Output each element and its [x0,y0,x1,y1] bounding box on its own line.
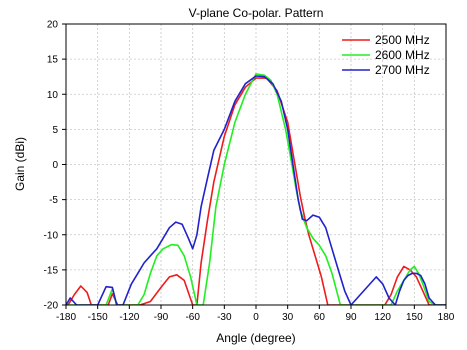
x-tick-label: 0 [253,312,259,323]
x-tick-label: 60 [314,312,326,323]
x-tick-label: -150 [88,312,108,323]
y-tick-label: -20 [44,301,59,312]
y-tick-label: -10 [44,230,59,241]
x-tick-label: 120 [374,312,391,323]
y-tick-label: 10 [47,90,59,101]
y-tick-label: -15 [44,265,59,276]
y-tick-label: 15 [47,55,59,66]
y-axis-title: Gain (dBi) [13,137,27,191]
y-tick-label: 0 [52,160,58,171]
x-tick-label: 150 [406,312,423,323]
x-tick-label: -90 [154,312,169,323]
chart-title: V-plane Co-polar. Pattern [189,6,324,20]
legend-label: 2500 MHz [375,33,430,47]
x-tick-label: 180 [438,312,455,323]
axis-ticks [62,23,447,309]
y-tick-label: 20 [47,20,59,31]
legend-label: 2700 MHz [375,63,430,77]
x-tick-label: -60 [185,312,200,323]
x-tick-label: 90 [345,312,357,323]
x-axis-title: Angle (degree) [216,331,295,345]
x-tick-label: -180 [56,312,76,323]
x-tick-label: -30 [217,312,232,323]
series-line-2700-mhz [66,75,446,305]
legend-label: 2600 MHz [375,48,430,62]
x-tick-label: -120 [119,312,139,323]
axis-tick-labels: -180 -150 -120 -90 -60 -30 0 30 60 90 120 150 180-20… [44,20,455,324]
y-tick-label: -5 [49,195,58,206]
series-layer [66,73,446,305]
x-tick-label: 30 [282,312,294,323]
y-tick-label: 5 [52,125,58,136]
